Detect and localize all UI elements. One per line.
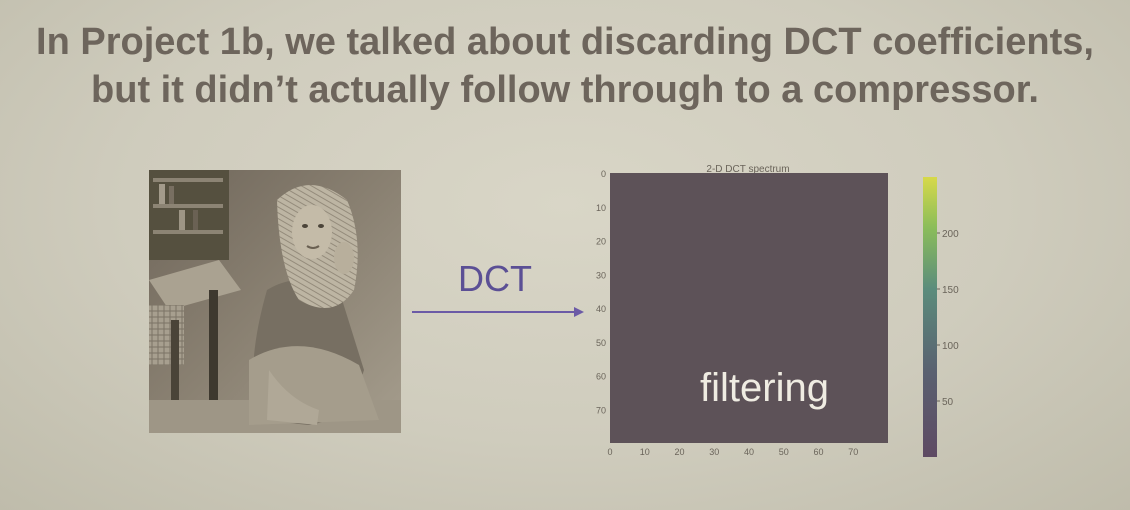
dct-arrow bbox=[412, 307, 584, 317]
x-tick-label: 50 bbox=[779, 447, 789, 457]
dct-spectrum-chart: 2-D DCT spectrum 0 10 20 30 40 50 60 70 0 10 20 30… bbox=[596, 164, 959, 457]
slide-title-line-2: but it didn’t actually follow through to… bbox=[91, 69, 1039, 111]
slide-title: In Project 1b, we talked about discardin… bbox=[0, 18, 1130, 114]
x-tick-label: 30 bbox=[709, 447, 719, 457]
barbara-photo bbox=[149, 170, 401, 433]
x-tick-label: 20 bbox=[674, 447, 684, 457]
colorbar-tick-label: 200 bbox=[942, 229, 959, 240]
dct-transform-label: DCT bbox=[458, 258, 532, 299]
colorbar-tick-label: 50 bbox=[942, 397, 954, 408]
y-tick-label: 0 bbox=[601, 169, 606, 179]
y-tick-label: 60 bbox=[596, 372, 606, 382]
slide-title-line-1: In Project 1b, we talked about discardin… bbox=[36, 21, 1094, 63]
colorbar-tick-label: 100 bbox=[942, 341, 959, 352]
x-tick-label: 40 bbox=[744, 447, 754, 457]
heatmap-area bbox=[610, 173, 888, 443]
y-tick-label: 40 bbox=[596, 304, 606, 314]
y-tick-label: 50 bbox=[596, 338, 606, 348]
colorbar-ticks: 50 100 150 200 bbox=[937, 229, 959, 408]
y-tick-label: 30 bbox=[596, 270, 606, 280]
colorbar-tick-label: 150 bbox=[942, 285, 959, 296]
y-tick-label: 70 bbox=[596, 405, 606, 415]
x-tick-label: 10 bbox=[640, 447, 650, 457]
chart-title: 2-D DCT spectrum bbox=[706, 164, 789, 175]
y-tick-label: 10 bbox=[596, 203, 606, 213]
x-axis-ticks: 0 10 20 30 40 50 60 70 bbox=[607, 447, 858, 457]
x-tick-label: 70 bbox=[848, 447, 858, 457]
colorbar bbox=[923, 177, 937, 457]
x-tick-label: 60 bbox=[813, 447, 823, 457]
x-tick-label: 0 bbox=[607, 447, 612, 457]
y-axis-ticks: 0 10 20 30 40 50 60 70 bbox=[596, 169, 606, 415]
filtering-label: filtering bbox=[700, 366, 829, 410]
y-tick-label: 20 bbox=[596, 237, 606, 247]
